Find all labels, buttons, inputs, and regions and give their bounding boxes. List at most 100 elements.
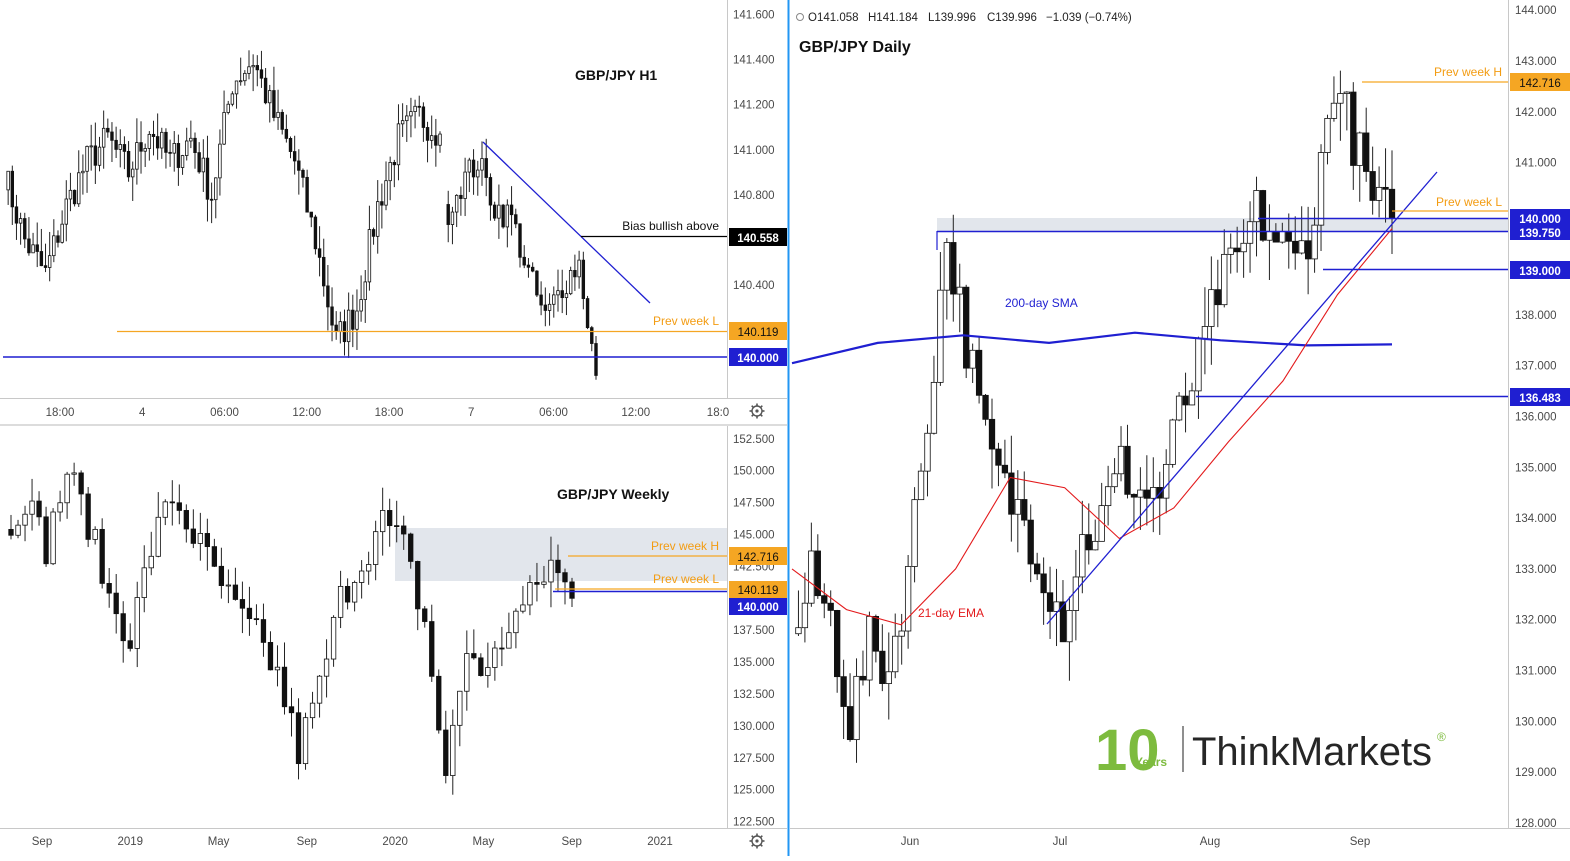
candle xyxy=(1163,463,1170,499)
weekly-tag-140000-bg xyxy=(729,598,787,615)
time-tick-label: May xyxy=(208,836,230,848)
thinkmarkets-logo: 10 Years ThinkMarkets ® xyxy=(1095,718,1446,783)
price-tick-label: 130.000 xyxy=(733,721,775,733)
price-tick-label: 132.000 xyxy=(1515,615,1557,627)
candle xyxy=(1059,601,1067,643)
h1-chart-pane[interactable]: Bias bullish above Prev week L GBP/JPY H… xyxy=(3,10,787,419)
candle xyxy=(359,299,363,312)
daily-time-axis[interactable]: Jun Jul Aug Sep xyxy=(901,836,1371,848)
candle xyxy=(10,170,15,208)
candle xyxy=(253,618,260,621)
candle xyxy=(541,581,547,585)
candle xyxy=(168,151,172,154)
candle xyxy=(485,667,491,676)
candle xyxy=(885,671,892,684)
candle xyxy=(1021,499,1028,521)
h1-descending-trendline[interactable] xyxy=(482,141,651,304)
candle xyxy=(323,658,330,677)
price-tick-label: 125.000 xyxy=(733,785,775,797)
candle xyxy=(834,610,841,678)
logo-years: Years xyxy=(1135,755,1167,769)
price-tick-label: 141.400 xyxy=(733,55,775,67)
candle xyxy=(288,706,295,714)
h1-price-axis[interactable]: 141.600141.400141.200141.000140.800140.6… xyxy=(733,10,775,338)
candle xyxy=(205,157,210,200)
candle xyxy=(963,286,970,369)
weekly-tag-142716: 142.716 xyxy=(737,552,779,564)
price-tick-label: 140.800 xyxy=(733,190,775,202)
candle xyxy=(1337,93,1344,104)
weekly-price-axis[interactable]: 152.500150.000147.500145.000142.500137.5… xyxy=(733,434,775,829)
candle xyxy=(808,550,815,604)
candle xyxy=(6,170,10,191)
price-tick-label: 128.000 xyxy=(1515,818,1557,830)
candle xyxy=(1356,132,1363,166)
candle xyxy=(274,666,281,671)
daily-tag-142716-bg xyxy=(1510,73,1570,91)
daily-ascending-trendline[interactable] xyxy=(1046,171,1438,625)
candle xyxy=(1143,489,1150,499)
candle xyxy=(405,115,409,122)
daily-21-day-ema-line[interactable] xyxy=(791,228,1393,626)
candle xyxy=(176,143,181,168)
gear-icon[interactable] xyxy=(749,403,765,419)
candle xyxy=(64,198,68,225)
candle xyxy=(1137,489,1144,498)
candle xyxy=(476,169,480,178)
time-tick-label: Aug xyxy=(1200,836,1220,848)
candle xyxy=(263,77,268,104)
daily-price-axis[interactable]: 144.000 143.000 142.000 141.000 138.000 137.0… xyxy=(1515,5,1557,830)
candle xyxy=(1208,289,1215,327)
candle xyxy=(488,177,493,206)
gear-icon[interactable] xyxy=(749,833,765,849)
candle xyxy=(148,555,154,569)
candle xyxy=(247,66,251,74)
weekly-time-axis[interactable]: Sep 2019 May Sep 2020 May Sep 2021 xyxy=(32,836,673,848)
candle xyxy=(924,432,931,472)
h1-time-axis[interactable]: 18:00 4 06:00 12:00 18:00 7 06:00 12:00 18:0 xyxy=(46,407,730,419)
candle xyxy=(281,666,288,708)
candle xyxy=(110,131,114,141)
candle xyxy=(127,640,133,649)
candle xyxy=(197,533,203,544)
candle xyxy=(518,223,522,258)
ohlc-low: L139.996 xyxy=(928,12,976,24)
candle xyxy=(480,158,484,171)
daily-200-sma-annotation: 200-day SMA xyxy=(1005,296,1078,310)
candle xyxy=(840,676,847,707)
candle xyxy=(450,211,455,225)
candle xyxy=(1182,395,1189,406)
candle xyxy=(1324,118,1331,153)
time-tick-label: Sep xyxy=(297,836,317,848)
candle xyxy=(1285,231,1292,242)
time-tick-label: 2021 xyxy=(647,836,673,848)
candle xyxy=(222,112,226,145)
daily-chart-pane[interactable]: Prev week H Prev week L 200-day SMA 21-d… xyxy=(791,5,1570,848)
daily-prev-week-high-label: Prev week H xyxy=(1434,65,1502,79)
candle xyxy=(89,145,93,148)
weekly-chart-pane[interactable]: Prev week H Prev week L GBP/JPY Weekly 1… xyxy=(8,434,787,849)
candle xyxy=(853,675,860,741)
candle xyxy=(846,706,854,741)
candle xyxy=(56,235,60,243)
candle xyxy=(564,293,569,299)
weekly-resistance-zone[interactable] xyxy=(395,528,727,581)
daily-tag-142716: 142.716 xyxy=(1519,78,1561,90)
time-tick-label: 2019 xyxy=(117,836,143,848)
candle xyxy=(443,729,449,776)
daily-200-day-sma-line[interactable] xyxy=(791,331,1393,365)
logo-ten: 10 xyxy=(1095,718,1160,783)
weekly-prev-week-low-label: Prev week L xyxy=(653,572,719,586)
candle xyxy=(1001,464,1009,474)
daily-support-zone[interactable] xyxy=(937,218,1508,231)
price-tick-label: 140.400 xyxy=(733,280,775,292)
candle xyxy=(1053,601,1060,612)
candle xyxy=(1246,221,1254,244)
candle xyxy=(520,604,526,612)
h1-tag-140000-bg xyxy=(729,348,787,366)
candle xyxy=(422,608,428,622)
candle xyxy=(801,602,809,629)
candle xyxy=(898,630,905,637)
candle xyxy=(225,584,232,587)
